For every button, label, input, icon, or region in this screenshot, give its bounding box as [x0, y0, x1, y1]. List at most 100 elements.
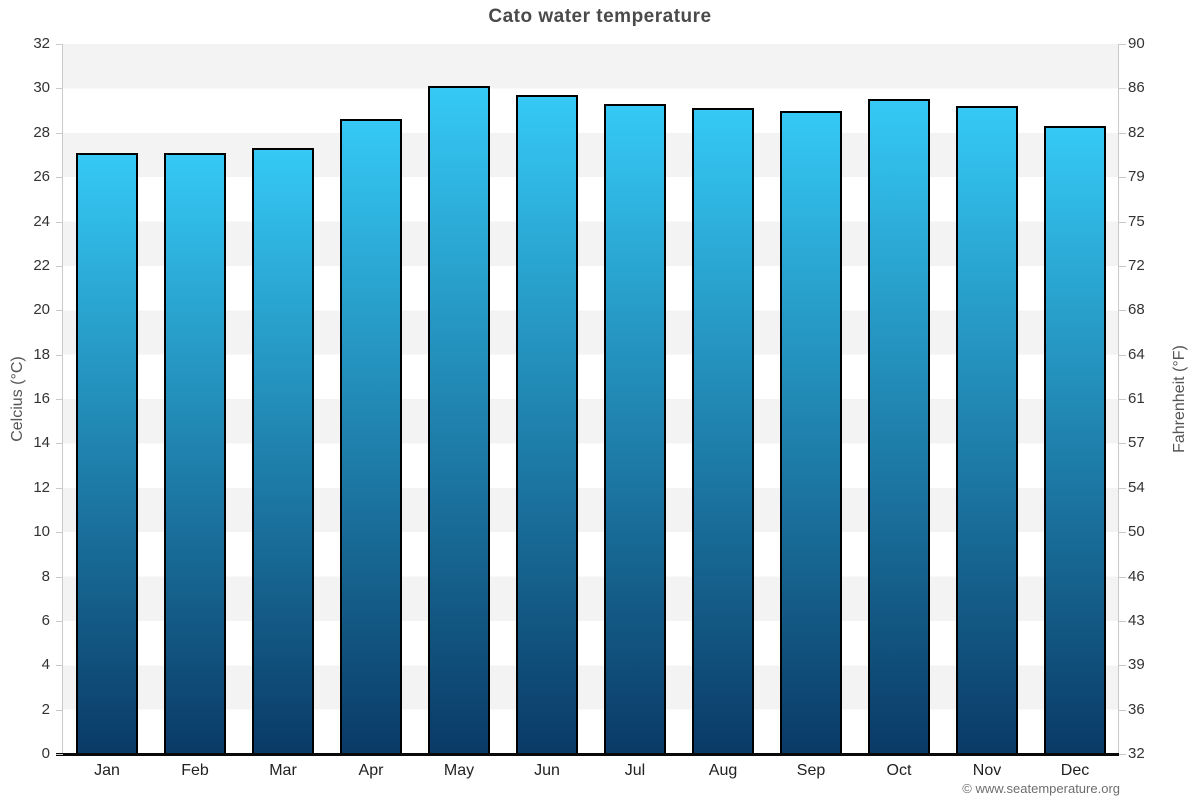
y-tick-label-celsius-18: 18 — [33, 346, 50, 363]
tick-mark-left — [56, 222, 63, 223]
tick-mark-right — [1119, 222, 1126, 223]
tick-mark-right — [1119, 577, 1126, 578]
y-tick-label-celsius-6: 6 — [41, 612, 50, 629]
tick-mark-right — [1119, 88, 1126, 89]
bar-may[interactable] — [428, 86, 490, 754]
tick-mark-left — [56, 754, 63, 755]
y-tick-label-celsius-22: 22 — [33, 257, 50, 274]
tick-mark-right — [1119, 399, 1126, 400]
y-tick-label-fahrenheit-64: 64 — [1128, 346, 1145, 363]
y-tick-label-fahrenheit-61: 61 — [1128, 390, 1145, 407]
attribution: © www.seatemperature.org — [962, 781, 1120, 796]
y-tick-label-celsius-30: 30 — [33, 79, 50, 96]
x-tick-label-aug: Aug — [708, 762, 738, 779]
y-tick-label-celsius-2: 2 — [41, 701, 50, 718]
y-tick-label-fahrenheit-43: 43 — [1128, 612, 1145, 629]
tick-mark-left — [56, 355, 63, 356]
y-tick-label-fahrenheit-90: 90 — [1128, 35, 1145, 52]
tick-mark-left — [56, 310, 63, 311]
tick-mark-right — [1119, 266, 1126, 267]
y-tick-label-fahrenheit-79: 79 — [1128, 168, 1145, 185]
y-tick-label-celsius-28: 28 — [33, 124, 50, 141]
y-tick-label-celsius-14: 14 — [33, 434, 50, 451]
tick-mark-left — [56, 399, 63, 400]
y-tick-label-fahrenheit-75: 75 — [1128, 213, 1145, 230]
tick-mark-right — [1119, 355, 1126, 356]
y-tick-label-fahrenheit-50: 50 — [1128, 523, 1145, 540]
y-tick-label-fahrenheit-72: 72 — [1128, 257, 1145, 274]
bar-jul[interactable] — [604, 104, 666, 754]
chart-title: Cato water temperature — [488, 6, 712, 27]
y-tick-label-celsius-4: 4 — [41, 656, 50, 673]
y-tick-label-fahrenheit-57: 57 — [1128, 434, 1145, 451]
bar-aug[interactable] — [692, 108, 754, 754]
tick-mark-left — [56, 621, 63, 622]
tick-mark-left — [56, 488, 63, 489]
y-tick-label-fahrenheit-36: 36 — [1128, 701, 1145, 718]
y-tick-label-fahrenheit-46: 46 — [1128, 568, 1145, 585]
y-tick-label-celsius-26: 26 — [33, 168, 50, 185]
y-axis-line-right — [1118, 44, 1119, 755]
tick-mark-right — [1119, 177, 1126, 178]
tick-mark-left — [56, 577, 63, 578]
x-tick-label-nov: Nov — [972, 762, 1002, 779]
y-tick-label-fahrenheit-68: 68 — [1128, 301, 1145, 318]
x-tick-label-jan: Jan — [94, 762, 120, 779]
y-tick-label-celsius-10: 10 — [33, 523, 50, 540]
bar-apr[interactable] — [340, 119, 402, 754]
tick-mark-right — [1119, 443, 1126, 444]
x-tick-label-dec: Dec — [1060, 762, 1090, 779]
y-tick-label-fahrenheit-86: 86 — [1128, 79, 1145, 96]
bar-dec[interactable] — [1044, 126, 1106, 754]
tick-mark-right — [1119, 488, 1126, 489]
y-tick-label-celsius-12: 12 — [33, 479, 50, 496]
tick-mark-left — [56, 88, 63, 89]
y-tick-label-celsius-0: 0 — [41, 745, 50, 762]
plot-area — [63, 44, 1119, 754]
bar-oct[interactable] — [868, 99, 930, 754]
x-tick-label-oct: Oct — [886, 762, 912, 779]
tick-mark-right — [1119, 44, 1126, 45]
y-tick-label-fahrenheit-54: 54 — [1128, 479, 1145, 496]
tick-mark-left — [56, 532, 63, 533]
tick-mark-left — [56, 44, 63, 45]
y-axis-title-celsius: Celcius (°C) — [9, 356, 26, 442]
x-tick-label-jul: Jul — [624, 762, 646, 779]
x-axis-line — [56, 753, 1119, 756]
y-tick-label-fahrenheit-32: 32 — [1128, 745, 1145, 762]
x-tick-label-may: May — [443, 762, 475, 779]
y-tick-label-fahrenheit-39: 39 — [1128, 656, 1145, 673]
x-tick-label-jun: Jun — [534, 762, 560, 779]
tick-mark-left — [56, 665, 63, 666]
bar-nov[interactable] — [956, 106, 1018, 754]
y-tick-label-celsius-16: 16 — [33, 390, 50, 407]
tick-mark-right — [1119, 665, 1126, 666]
x-tick-label-feb: Feb — [181, 762, 209, 779]
tick-mark-left — [56, 443, 63, 444]
bar-jan[interactable] — [76, 153, 138, 754]
tick-mark-right — [1119, 133, 1126, 134]
x-tick-label-mar: Mar — [269, 762, 297, 779]
bar-feb[interactable] — [164, 153, 226, 754]
y-tick-label-celsius-20: 20 — [33, 301, 50, 318]
y-tick-label-fahrenheit-82: 82 — [1128, 124, 1145, 141]
tick-mark-left — [56, 133, 63, 134]
tick-mark-left — [56, 710, 63, 711]
tick-mark-right — [1119, 621, 1126, 622]
x-tick-label-sep: Sep — [796, 762, 826, 779]
tick-mark-right — [1119, 754, 1126, 755]
y-tick-label-celsius-32: 32 — [33, 35, 50, 52]
y-tick-label-celsius-24: 24 — [33, 213, 50, 230]
bar-mar[interactable] — [252, 148, 314, 754]
x-tick-label-apr: Apr — [358, 762, 384, 779]
y-tick-label-celsius-8: 8 — [41, 568, 50, 585]
tick-mark-left — [56, 177, 63, 178]
tick-mark-left — [56, 266, 63, 267]
bar-sep[interactable] — [780, 111, 842, 754]
y-axis-title-fahrenheit: Fahrenheit (°F) — [1171, 345, 1188, 453]
tick-mark-right — [1119, 710, 1126, 711]
tick-mark-right — [1119, 310, 1126, 311]
tick-mark-right — [1119, 532, 1126, 533]
bar-jun[interactable] — [516, 95, 578, 754]
